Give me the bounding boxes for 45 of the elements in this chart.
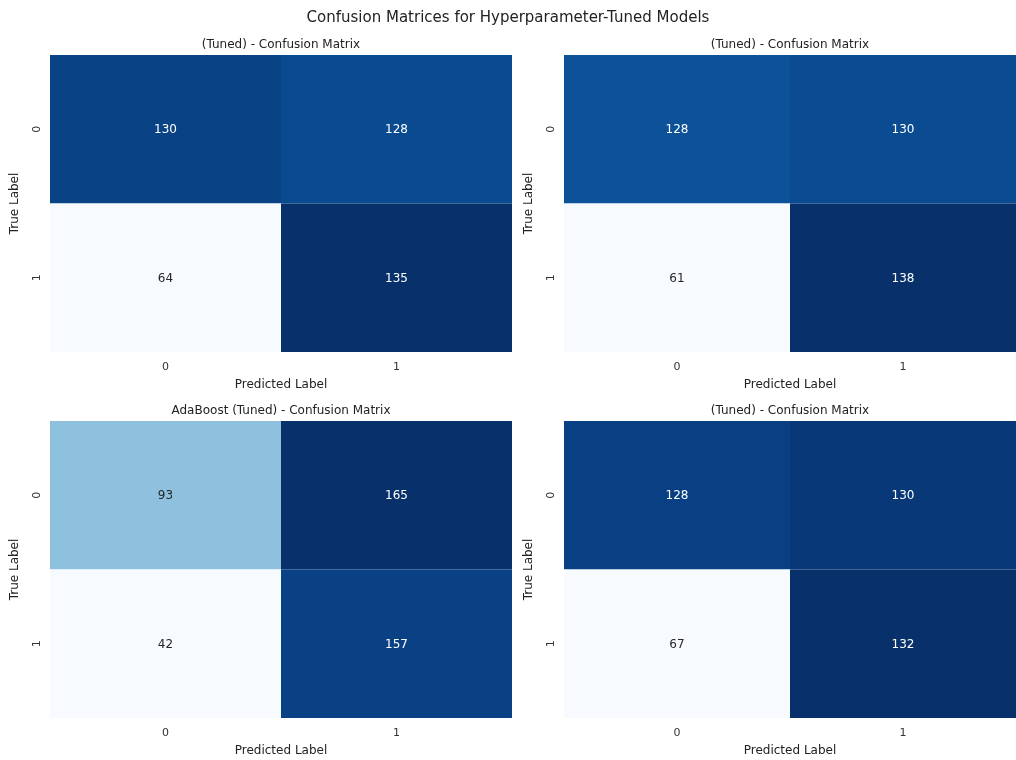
data-label: 67	[669, 636, 685, 651]
data-label: 157	[385, 636, 408, 651]
data-label: 64	[157, 270, 174, 285]
x-tick-label: 0	[162, 726, 169, 739]
data-label: 128	[665, 488, 689, 503]
y-tick-label: 0	[543, 125, 557, 133]
data-label: 130	[154, 122, 177, 137]
y-tick-label: 0	[29, 491, 43, 499]
y-tick-label: 0	[29, 125, 43, 133]
x-tick-label: 1	[393, 360, 400, 373]
data-label: 130	[891, 488, 915, 503]
chart-title: (Tuned) - Confusion Matrix	[710, 37, 870, 51]
data-label: 61	[669, 270, 685, 285]
text: Confusion Matrices for Hyperparameter-Tuned Models	[306, 8, 710, 26]
x-tick-label: 1	[899, 360, 907, 373]
y-axis-title: True Label	[7, 538, 21, 602]
y-tick-label: 1	[29, 274, 43, 282]
x-tick-label: 0	[162, 360, 169, 373]
y-tick-label: 0	[543, 491, 557, 499]
chart-title: (Tuned) - Confusion Matrix	[201, 37, 361, 51]
data-label: 130	[891, 122, 915, 137]
y-axis-title: True Label	[521, 172, 535, 236]
x-tick-label: 0	[673, 726, 681, 739]
x-axis-title: Predicted Label	[234, 377, 328, 391]
chart-title: AdaBoost (Tuned) - Confusion Matrix	[171, 403, 391, 417]
y-axis-title: True Label	[7, 172, 21, 236]
x-tick-label: 0	[673, 360, 681, 373]
x-tick-label: 1	[899, 726, 907, 739]
x-axis-title: Predicted Label	[234, 743, 328, 757]
x-tick-label: 1	[393, 726, 400, 739]
x-axis-title: Predicted Label	[743, 377, 837, 391]
data-label: 128	[385, 122, 408, 137]
data-label: 132	[891, 636, 915, 651]
chart-title: (Tuned) - Confusion Matrix	[710, 403, 870, 417]
data-label: 138	[891, 270, 915, 285]
y-tick-label: 1	[543, 274, 557, 282]
y-tick-label: 1	[29, 640, 43, 648]
data-label: 135	[385, 270, 408, 285]
data-label: 42	[157, 636, 174, 651]
x-axis-title: Predicted Label	[743, 743, 837, 757]
data-label: 128	[665, 122, 689, 137]
y-tick-label: 1	[543, 640, 557, 648]
data-label: 165	[385, 488, 408, 503]
y-axis-title: True Label	[521, 538, 535, 602]
data-label: 93	[157, 488, 174, 503]
